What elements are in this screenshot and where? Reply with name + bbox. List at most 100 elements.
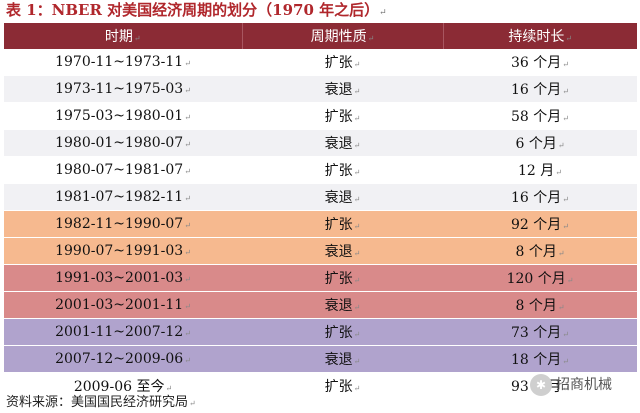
table-row: 1991-03~2001-03↵ 扩张↵ 120 个月↵ [4, 264, 637, 292]
period-cell: 1980-07~1981-07↵ [4, 156, 242, 184]
table-row: 1982-11~1990-07↵ 扩张↵ 92 个月↵ [4, 210, 637, 238]
table-row: 2007-12~2009-06↵ 衰退↵ 18 个月↵ [4, 345, 637, 373]
return-mark: ↵ [353, 276, 361, 285]
period-cell: 2001-03~2001-11↵ [4, 291, 242, 319]
nature-cell-text: 扩张 [324, 325, 353, 341]
period-cell-text: 1975-03~1980-01 [55, 108, 184, 124]
return-mark: ↵ [353, 168, 361, 177]
duration-cell: 12 月↵ [443, 156, 637, 184]
return-mark: ↵ [565, 34, 573, 43]
return-mark: ↵ [184, 248, 191, 257]
nature-cell: 扩张↵ [242, 156, 443, 184]
wechat-icon: ✱ [530, 374, 552, 396]
return-mark: ↵ [367, 34, 375, 43]
duration-cell-text: 16 个月 [511, 190, 562, 206]
return-mark: ↵ [353, 249, 361, 258]
table-row: 1980-01~1980-07↵ 衰退↵ 6 个月↵ [4, 129, 637, 157]
period-cell: 2009-06 至今↵ [4, 372, 242, 400]
nature-cell: 衰退↵ [242, 237, 443, 265]
period-cell-text: 2001-11~2007-12 [55, 324, 184, 340]
duration-cell-text: 8 个月 [515, 244, 557, 260]
watermark-text: 招商机械 [556, 377, 612, 393]
nature-cell: 扩张↵ [242, 102, 443, 130]
nature-cell: 扩张↵ [242, 318, 443, 346]
period-cell: 2007-12~2009-06↵ [4, 345, 242, 373]
table-row: 2001-11~2007-12↵ 扩张↵ 73 个月↵ [4, 318, 637, 346]
period-cell: 1970-11~1973-11↵ [4, 49, 242, 76]
period-cell: 1991-03~2001-03↵ [4, 264, 242, 292]
return-mark: ↵ [133, 34, 141, 43]
return-mark: ↵ [562, 222, 569, 231]
table-header-row: 时期↵ 周期性质↵ 持续时长↵ [4, 23, 637, 49]
table-title: 表 1：NBER 对美国经济周期的划分（1970 年之后）↵ [6, 0, 387, 20]
return-mark: ↵ [184, 275, 191, 284]
nature-cell-text: 衰退 [324, 352, 353, 368]
table-row: 1981-07~1982-11↵ 衰退↵ 16 个月↵ [4, 183, 637, 211]
return-mark: ↵ [184, 167, 191, 176]
nature-cell: 衰退↵ [242, 75, 443, 103]
duration-cell-text: 36 个月 [511, 55, 562, 71]
return-mark: ↵ [562, 60, 569, 69]
return-mark: ↵ [562, 87, 569, 96]
nature-cell: 扩张↵ [242, 210, 443, 238]
return-mark: ↵ [353, 60, 361, 69]
return-mark: ↵ [184, 86, 191, 95]
return-mark: ↵ [165, 384, 173, 393]
nature-cell: 衰退↵ [242, 129, 443, 157]
duration-cell: 73 个月↵ [443, 318, 637, 346]
table-row: 1970-11~1973-11↵ 扩张↵ 36 个月↵ [4, 49, 637, 76]
period-cell: 1975-03~1980-01↵ [4, 102, 242, 130]
return-mark: ↵ [184, 194, 191, 203]
nature-cell-text: 扩张 [324, 55, 353, 71]
period-cell: 1973-11~1975-03↵ [4, 75, 242, 103]
duration-cell: 8 个月↵ [443, 237, 637, 265]
duration-cell: 58 个月↵ [443, 102, 637, 130]
return-mark: ↵ [557, 141, 565, 150]
period-cell-text: 1981-07~1982-11 [55, 189, 184, 205]
nature-cell-text: 扩张 [324, 379, 353, 395]
nature-cell: 衰退↵ [242, 291, 443, 319]
nature-cell-text: 扩张 [324, 217, 353, 233]
nature-cell: 扩张↵ [242, 264, 443, 292]
return-mark: ↵ [353, 303, 361, 312]
header-duration-label: 持续时长 [508, 29, 565, 45]
header-period: 时期↵ [4, 23, 242, 49]
header-nature-label: 周期性质 [310, 29, 367, 45]
period-cell-text: 1980-01~1980-07 [55, 135, 184, 151]
table-title-text: 表 1：NBER 对美国经济周期的划分（1970 年之后） [6, 1, 380, 19]
return-mark: ↵ [562, 195, 569, 204]
duration-cell-text: 8 个月 [515, 298, 557, 314]
duration-cell-text: 73 个月 [511, 325, 562, 341]
header-period-label: 时期 [104, 29, 133, 45]
period-cell-text: 1982-11~1990-07 [55, 216, 184, 232]
return-mark: ↵ [353, 114, 361, 123]
header-duration: 持续时长↵ [442, 23, 637, 49]
return-mark: ↵ [557, 249, 565, 258]
period-cell-text: 1991-03~2001-03 [55, 270, 184, 286]
table-body: 1970-11~1973-11↵ 扩张↵ 36 个月↵ 1973-11~1975-03… [4, 49, 637, 400]
table-row: 1975-03~1980-01↵ 扩张↵ 58 个月↵ [4, 102, 637, 130]
return-mark: ↵ [189, 399, 196, 408]
period-cell: 1982-11~1990-07↵ [4, 210, 242, 238]
return-mark: ↵ [184, 329, 191, 338]
nature-cell: 衰退↵ [242, 345, 443, 373]
return-mark: ↵ [184, 221, 191, 230]
nature-cell-text: 扩张 [324, 163, 353, 179]
nature-cell: 扩张↵ [242, 49, 443, 76]
duration-cell: 8 个月↵ [443, 291, 637, 319]
duration-cell-text: 92 个月 [511, 217, 562, 233]
period-cell-text: 2001-03~2001-11 [55, 297, 184, 313]
table-row: 1973-11~1975-03↵ 衰退↵ 16 个月↵ [4, 75, 637, 103]
return-mark: ↵ [379, 8, 387, 18]
nature-cell: 衰退↵ [242, 183, 443, 211]
nature-cell-text: 衰退 [324, 82, 353, 98]
period-cell: 1980-01~1980-07↵ [4, 129, 242, 157]
return-mark: ↵ [562, 114, 569, 123]
return-mark: ↵ [566, 276, 574, 285]
duration-cell: 16 个月↵ [443, 75, 637, 103]
duration-cell: 36 个月↵ [443, 49, 637, 76]
business-cycle-table: 时期↵ 周期性质↵ 持续时长↵ 1970-11~1973-11↵ 扩张↵ 36 个月… [4, 23, 637, 400]
return-mark: ↵ [557, 303, 565, 312]
nature-cell-text: 衰退 [324, 190, 353, 206]
duration-cell: 18 个月↵ [443, 345, 637, 373]
